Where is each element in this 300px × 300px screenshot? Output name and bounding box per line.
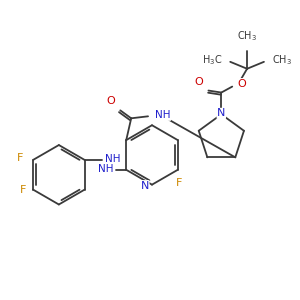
Text: O: O <box>237 79 246 88</box>
Text: N: N <box>217 108 226 118</box>
Text: NH: NH <box>98 164 113 174</box>
Text: NH: NH <box>105 154 121 164</box>
Text: H$_3$C: H$_3$C <box>202 53 222 67</box>
Text: N: N <box>141 181 149 191</box>
Text: CH$_3$: CH$_3$ <box>237 29 257 43</box>
Text: F: F <box>17 153 23 163</box>
Text: O: O <box>106 96 115 106</box>
Text: F: F <box>20 184 26 195</box>
Text: NH: NH <box>155 110 170 120</box>
Text: CH$_3$: CH$_3$ <box>272 53 292 67</box>
Text: O: O <box>195 76 203 87</box>
Text: F: F <box>176 178 182 188</box>
